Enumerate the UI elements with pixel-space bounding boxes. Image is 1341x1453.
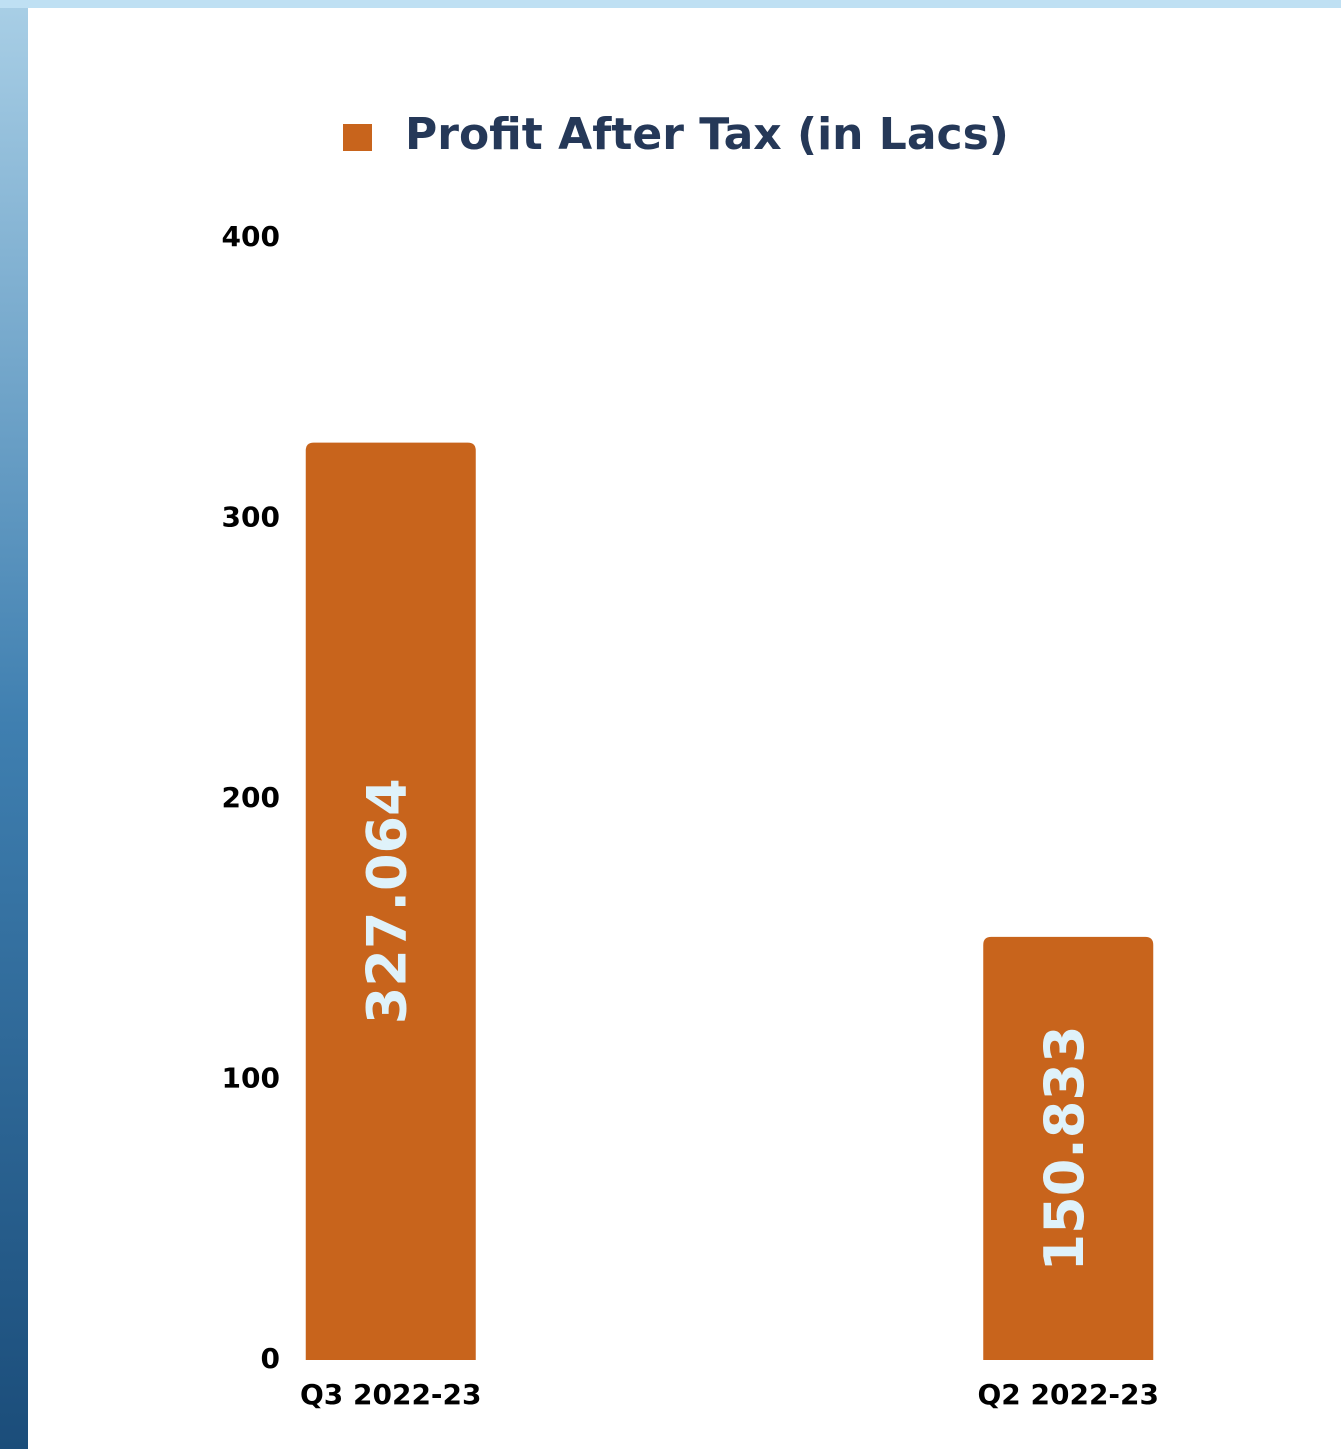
x-tick-label: Q3 2022-23 [300,1378,482,1411]
top-strip [0,0,1341,8]
y-tick-label: 200 [222,781,280,814]
y-tick-label: 0 [261,1342,280,1375]
y-tick-label: 100 [222,1062,280,1095]
legend-swatch [343,124,372,151]
data-label: 150.833 [1033,1025,1096,1271]
y-tick-label: 400 [222,220,280,253]
page: Profit After Tax (in Lacs) 0 100 200 300 400 Q… [0,0,1341,1449]
y-tick-label: 300 [222,501,280,534]
legend-label: Profit After Tax (in Lacs) [405,109,1009,160]
chart: Profit After Tax (in Lacs) 0 100 200 300 400 Q… [0,0,1341,1449]
data-label: 327.064 [355,778,418,1024]
x-tick-label: Q2 2022-23 [977,1378,1159,1411]
